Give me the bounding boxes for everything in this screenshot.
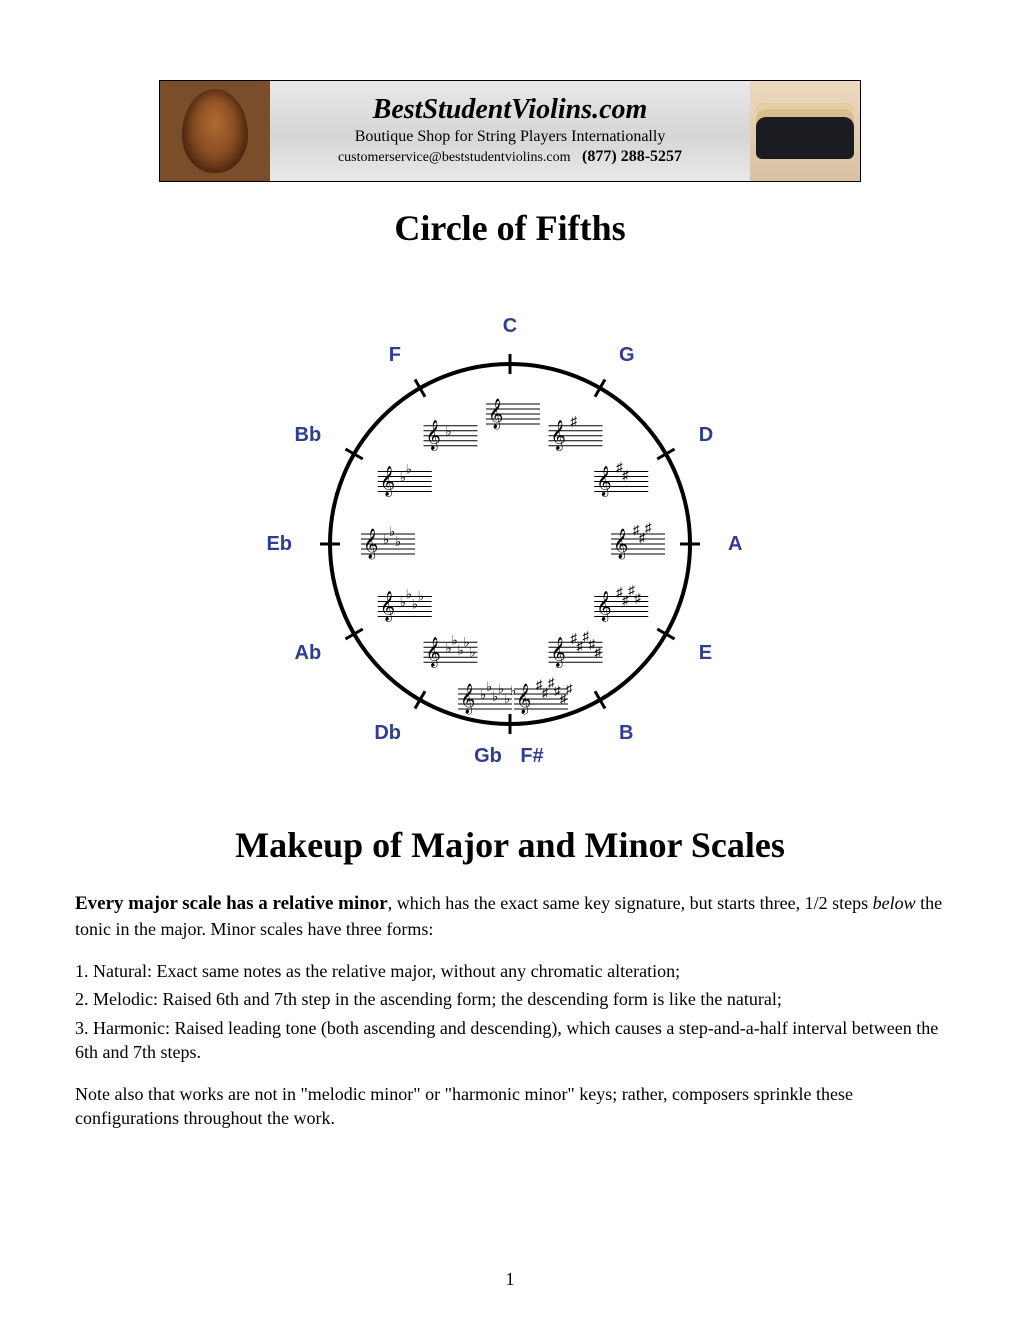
key-label: Bb [295, 424, 322, 446]
svg-text:𝄞: 𝄞 [613, 528, 628, 560]
svg-text:♭: ♭ [406, 462, 412, 477]
svg-text:♯: ♯ [595, 644, 602, 659]
svg-text:♯: ♯ [634, 591, 641, 606]
svg-text:𝄞: 𝄞 [426, 636, 441, 668]
svg-text:♯: ♯ [571, 414, 578, 429]
svg-text:𝄞: 𝄞 [596, 466, 611, 498]
key-label: A [728, 533, 742, 555]
banner-photo-case [750, 81, 860, 181]
key-label: Db [374, 722, 401, 744]
key-label: D [699, 424, 713, 446]
key-label: C [503, 315, 517, 337]
svg-text:♭: ♭ [510, 683, 516, 698]
banner-contact: customerservice@beststudentviolins.com (… [278, 148, 742, 166]
svg-text:♯: ♯ [622, 468, 629, 483]
key-label: G [619, 344, 635, 366]
banner-phone: (877) 288-5257 [582, 148, 682, 165]
intro-lead: Every major scale has a relative minor [75, 893, 388, 914]
title-circle-of-fifths: Circle of Fifths [75, 207, 945, 249]
svg-text:𝄞: 𝄞 [596, 591, 611, 623]
svg-text:♭: ♭ [470, 644, 476, 659]
list-item-2: 2. Melodic: Raised 6th and 7th step in t… [75, 987, 945, 1011]
svg-text:𝄞: 𝄞 [460, 683, 475, 715]
banner-email: customerservice@beststudentviolins.com [338, 150, 571, 165]
svg-text:𝄞: 𝄞 [380, 466, 395, 498]
circle-of-fifths-svg: C𝄞G𝄞♯D𝄞♯♯A𝄞♯♯♯E𝄞♯♯♯♯B𝄞♯♯♯♯♯F#𝄞♯♯♯♯♯♯Gb𝄞♭… [250, 274, 770, 794]
banner-photo-violin [160, 81, 270, 181]
banner-site-name: BestStudentViolins.com [278, 96, 742, 124]
banner-tagline: Boutique Shop for String Players Interna… [278, 128, 742, 146]
key-label: B [619, 722, 633, 744]
banner-center: BestStudentViolins.com Boutique Shop for… [270, 81, 750, 181]
intro-paragraph: Every major scale has a relative minor, … [75, 891, 945, 941]
key-label: Eb [266, 533, 292, 555]
svg-text:𝄞: 𝄞 [363, 528, 378, 560]
title-makeup-scales: Makeup of Major and Minor Scales [75, 824, 945, 866]
svg-text:𝄞: 𝄞 [488, 398, 503, 430]
svg-text:𝄞: 𝄞 [380, 591, 395, 623]
intro-below: below [873, 893, 916, 913]
svg-text:𝄞: 𝄞 [551, 636, 566, 668]
closing-paragraph: Note also that works are not in "melodic… [75, 1082, 945, 1131]
list-item-1: 1. Natural: Exact same notes as the rela… [75, 959, 945, 983]
svg-text:♭: ♭ [446, 424, 452, 439]
svg-text:♯: ♯ [645, 520, 652, 535]
svg-text:𝄞: 𝄞 [426, 420, 441, 452]
page-number: 1 [0, 1269, 1020, 1290]
key-label: Gb [474, 745, 502, 767]
body-text: Every major scale has a relative minor, … [75, 891, 945, 1131]
intro-tail: , which has the exact same key signature… [388, 893, 873, 913]
key-label: F [389, 344, 401, 366]
list-item-3: 3. Harmonic: Raised leading tone (both a… [75, 1016, 945, 1065]
key-label: Ab [295, 642, 322, 664]
svg-text:♭: ♭ [418, 589, 424, 604]
svg-text:♯: ♯ [566, 681, 573, 696]
header-banner: BestStudentViolins.com Boutique Shop for… [159, 80, 861, 182]
key-label: E [699, 642, 712, 664]
key-label: F# [520, 745, 543, 767]
svg-text:♭: ♭ [395, 534, 401, 549]
svg-text:𝄞: 𝄞 [551, 420, 566, 452]
svg-text:𝄞: 𝄞 [516, 683, 531, 715]
circle-of-fifths-diagram: C𝄞G𝄞♯D𝄞♯♯A𝄞♯♯♯E𝄞♯♯♯♯B𝄞♯♯♯♯♯F#𝄞♯♯♯♯♯♯Gb𝄞♭… [75, 274, 945, 794]
